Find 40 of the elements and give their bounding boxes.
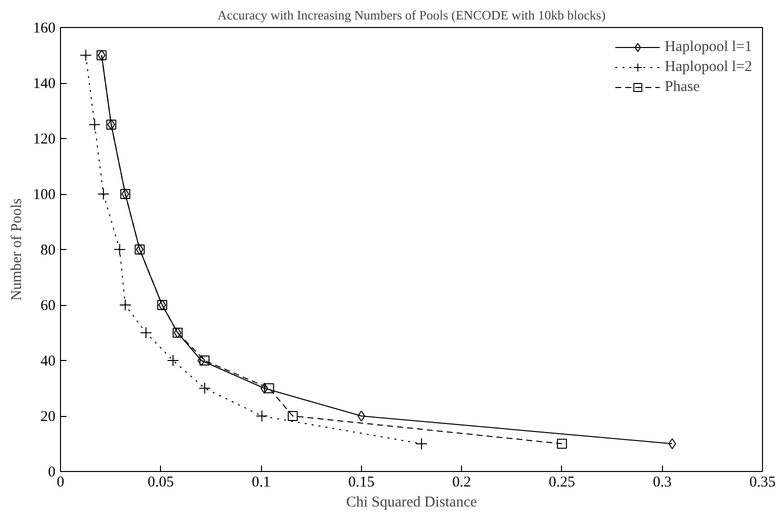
point xyxy=(198,382,211,394)
point xyxy=(80,49,92,62)
point xyxy=(260,382,268,394)
x-tick-label: 0.3 xyxy=(652,474,672,490)
x-tick-label: 0.35 xyxy=(749,474,776,490)
x-tick-label: 0.25 xyxy=(548,474,576,490)
x-tick-label: 0.2 xyxy=(452,474,472,490)
point xyxy=(114,244,126,256)
point xyxy=(200,356,210,366)
y-tick-label: 160 xyxy=(33,20,56,36)
point xyxy=(288,411,298,421)
point xyxy=(264,383,274,394)
point xyxy=(668,438,676,450)
legend-label: Phase xyxy=(664,78,700,96)
y-axis-title: Number of Pools xyxy=(9,198,25,301)
y-tick-label: 60 xyxy=(40,298,56,314)
y-tick-label: 120 xyxy=(33,132,56,148)
x-tick-label: 0.15 xyxy=(348,474,374,490)
point xyxy=(88,118,101,131)
x-tick-label: 0.1 xyxy=(252,474,270,490)
legend-label: Haplopool l=2 xyxy=(664,58,752,76)
point xyxy=(140,326,152,339)
y-tick-label: 100 xyxy=(33,187,56,203)
legend-label: Haplopool l=1 xyxy=(664,38,752,56)
x-axis-title: Chi Squared Distance xyxy=(346,494,478,510)
point xyxy=(167,354,180,366)
point xyxy=(556,438,567,449)
y-tick-label: 0 xyxy=(48,464,56,480)
point xyxy=(256,410,268,422)
point xyxy=(358,410,366,422)
y-tick-label: 40 xyxy=(40,354,56,370)
point xyxy=(197,355,206,366)
y-tick-label: 80 xyxy=(40,242,56,258)
x-tick-label: 0.05 xyxy=(148,474,174,490)
point xyxy=(119,299,132,311)
y-tick-label: 20 xyxy=(40,409,56,425)
point xyxy=(416,438,428,450)
y-tick-label: 140 xyxy=(33,76,56,92)
chart-title: Accuracy with Increasing Numbers of Pools (ENCODE with 10kb blocks) xyxy=(217,8,606,22)
point xyxy=(97,188,110,200)
